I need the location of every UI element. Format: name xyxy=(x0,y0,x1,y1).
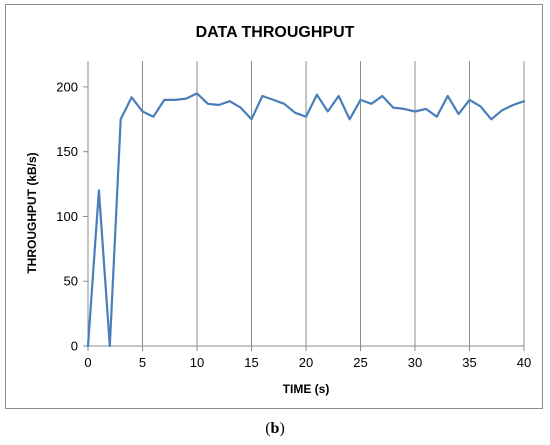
x-tick-label: 5 xyxy=(139,355,146,370)
x-axis-title: TIME (s) xyxy=(283,382,330,396)
x-tick-label: 10 xyxy=(190,355,204,370)
y-tick-label: 0 xyxy=(71,339,78,354)
chart-title: DATA THROUGHPUT xyxy=(196,24,355,41)
x-tick-label: 40 xyxy=(517,355,531,370)
caption-open-paren: ( xyxy=(265,420,271,437)
chart-frame: 0 50 100 150 200 0 5 10 15 20 25 30 35 40 DATA THROUG… xyxy=(5,4,543,409)
x-tick-label: 15 xyxy=(244,355,258,370)
throughput-series-line xyxy=(86,92,526,348)
y-tick-label: 150 xyxy=(56,144,78,159)
x-tick-label: 30 xyxy=(408,355,422,370)
y-tick-label: 100 xyxy=(56,209,78,224)
plot-area: 0 50 100 150 200 0 5 10 15 20 25 30 35 40 xyxy=(56,61,531,370)
x-tick-label: 35 xyxy=(462,355,476,370)
y-axis-title: THROUGHPUT (kB/s) xyxy=(25,152,39,273)
x-tick-label: 25 xyxy=(353,355,367,370)
throughput-line-chart: 0 50 100 150 200 0 5 10 15 20 25 30 35 40 DATA THROUG… xyxy=(25,24,531,396)
x-tick-label: 20 xyxy=(299,355,313,370)
y-tick-label: 50 xyxy=(64,274,78,289)
x-tick-label: 0 xyxy=(84,355,91,370)
figure-caption: (b) xyxy=(0,420,550,438)
caption-close-paren: ) xyxy=(279,420,285,437)
y-tick-label: 200 xyxy=(56,79,78,94)
caption-label: b xyxy=(270,420,280,437)
